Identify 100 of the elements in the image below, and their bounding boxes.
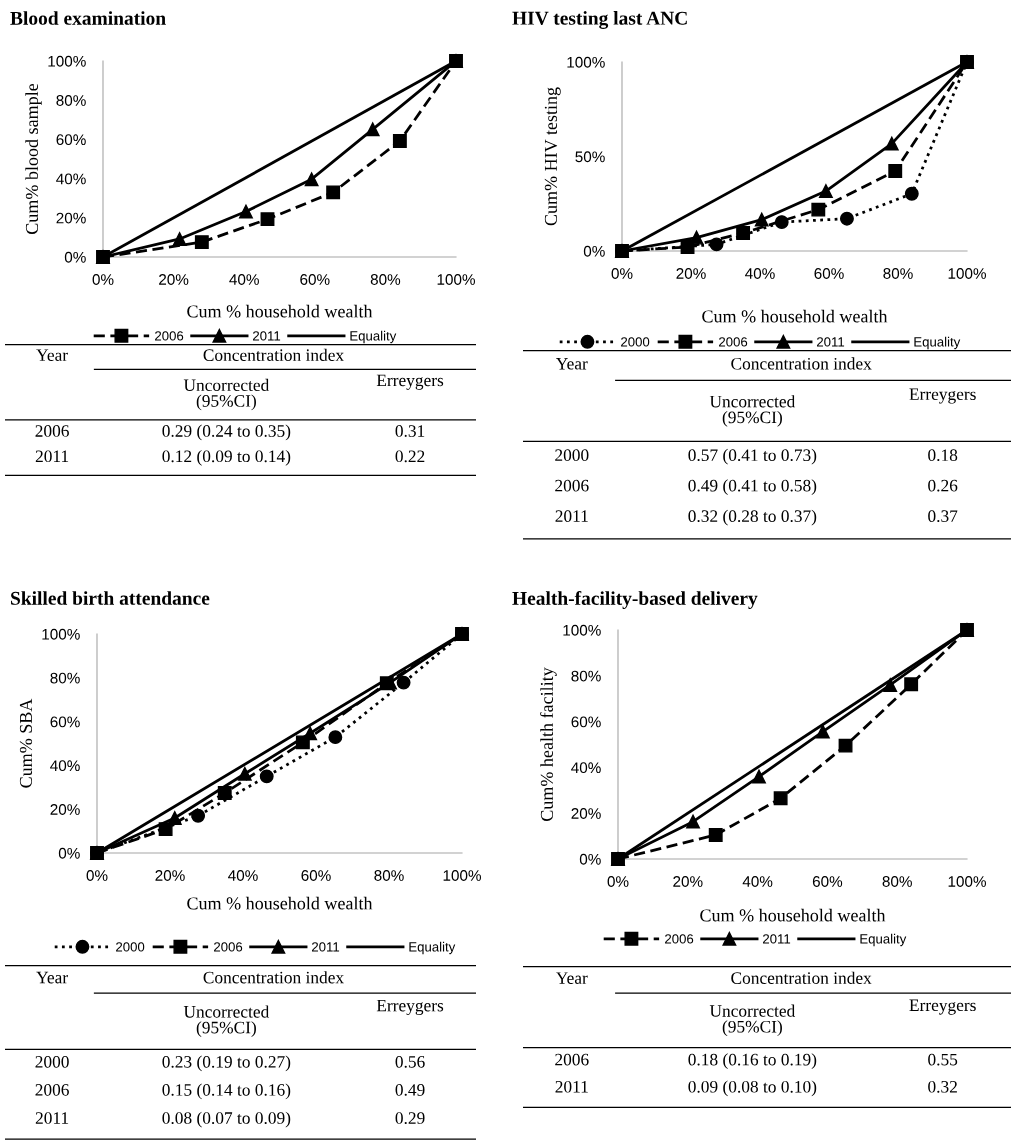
text: 0.55 — [928, 1053, 958, 1066]
x-tick-label: 40% — [745, 268, 775, 279]
text: 0.37 — [928, 510, 958, 523]
y-axis-title: Cum% HIV testing — [544, 87, 561, 226]
legend-label: 2006 — [214, 942, 243, 952]
y-tick-label: 40% — [571, 762, 601, 774]
y-tick-label: 100% — [42, 628, 80, 640]
text: 0.08 (0.07 to 0.09) — [162, 1111, 291, 1128]
category-label: Concentration index — [731, 357, 872, 370]
legend-label: 2011 — [763, 934, 791, 944]
x-tick-label: 100% — [443, 870, 481, 881]
text: 0.56 — [395, 1055, 425, 1068]
category-label: 2006 — [555, 1053, 589, 1066]
category-label: Erreygers — [376, 999, 444, 1016]
x-axis-title: Cum % household wealth — [702, 309, 888, 323]
text: 0.23 (0.19 to 0.27) — [162, 1055, 291, 1072]
legend-label: 2006 — [665, 934, 694, 944]
chart-title: Skilled birth attendance — [11, 591, 210, 605]
x-axis-title: Cum % household wealth — [187, 304, 373, 318]
category-label: Year — [556, 972, 588, 984]
y-tick-label: 80% — [50, 672, 80, 684]
y-tick-label: 50% — [575, 151, 605, 163]
y-tick-label: 40% — [50, 760, 80, 772]
y-axis-title: Cum% blood sample — [25, 83, 42, 234]
y-tick-label: 80% — [571, 670, 601, 682]
category-label: 2011 — [35, 1112, 69, 1124]
legend-label: 2011 — [817, 337, 845, 347]
category-label: Year — [36, 349, 68, 361]
text: 0.15 (0.14 to 0.16) — [162, 1083, 291, 1100]
category-label: Erreygers — [909, 388, 976, 404]
x-tick-label: 60% — [300, 274, 330, 285]
legend-label: 2006 — [155, 331, 184, 341]
x-tick-label: 0% — [611, 268, 633, 279]
x-tick-label: 0% — [92, 274, 114, 285]
y-tick-label: 20% — [56, 212, 86, 224]
category-label: Uncorrected (95%CI) — [183, 1005, 270, 1037]
category-label: 2011 — [555, 510, 588, 522]
legend-label: 2000 — [116, 942, 145, 952]
x-axis-title: Cum % household wealth — [700, 908, 886, 922]
chart-title: Blood examination — [10, 11, 166, 25]
category-label: Concentration index — [203, 348, 344, 361]
y-tick-label: 20% — [50, 804, 80, 815]
legend-label: Equality — [860, 933, 907, 947]
text: 0.32 — [928, 1080, 957, 1093]
text: 0.49 (0.41 to 0.58) — [688, 479, 817, 496]
category-label: Year — [36, 971, 68, 984]
x-tick-label: 0% — [86, 870, 108, 881]
text: 0.29 (0.24 to 0.35) — [162, 424, 291, 441]
legend-label: Equality — [409, 941, 456, 955]
y-tick-label: 100% — [48, 55, 86, 67]
x-tick-label: 80% — [370, 274, 401, 285]
x-tick-label: 40% — [742, 876, 773, 887]
x-tick-label: 20% — [155, 870, 185, 881]
category-label: 2006 — [35, 425, 69, 437]
category-label: 2011 — [35, 450, 69, 463]
y-tick-label: 40% — [56, 173, 86, 185]
legend-label: 2011 — [312, 942, 340, 952]
x-tick-label: 60% — [812, 876, 843, 887]
y-tick-label: 0% — [58, 847, 80, 859]
category-label: 2006 — [555, 479, 589, 492]
category-label: Uncorrected (95%CI) — [709, 1004, 796, 1037]
text: 0.18 (0.16 to 0.19) — [688, 1053, 817, 1069]
y-tick-label: 0% — [579, 853, 601, 865]
x-tick-label: 20% — [673, 876, 703, 887]
category-label: 2006 — [35, 1084, 69, 1096]
legend-label: Equality — [350, 330, 397, 344]
x-tick-label: 100% — [948, 876, 986, 887]
chart-title: Health-facility-based delivery — [512, 591, 758, 609]
y-tick-label: 100% — [567, 56, 605, 68]
category-label: 2000 — [555, 449, 589, 462]
legend-label: Equality — [914, 336, 961, 350]
text: 0.09 (0.08 to 0.10) — [688, 1080, 817, 1097]
y-tick-label: 0% — [583, 245, 605, 257]
text: 0.29 — [395, 1112, 425, 1124]
x-tick-label: 100% — [948, 268, 986, 279]
y-tick-label: 100% — [563, 624, 601, 636]
x-tick-label: 80% — [883, 268, 913, 279]
y-tick-label: 60% — [56, 134, 86, 146]
x-tick-label: 20% — [676, 268, 706, 279]
text: 0.32 (0.28 to 0.37) — [688, 509, 817, 526]
x-tick-label: 0% — [607, 876, 629, 887]
text: 0.57 (0.41 to 0.73) — [688, 448, 817, 465]
text: 0.22 — [395, 450, 425, 463]
chart-title: HIV testing last ANC — [512, 11, 687, 29]
x-tick-label: 80% — [882, 876, 912, 887]
legend-label: 2011 — [253, 331, 281, 341]
text: 0.18 — [928, 449, 958, 462]
x-tick-label: 80% — [374, 870, 404, 881]
legend-label: 2000 — [621, 337, 650, 347]
category-label: Year — [556, 358, 588, 370]
category-label: Uncorrected (95%CI) — [709, 395, 796, 427]
x-tick-label: 20% — [159, 274, 189, 285]
y-tick-label: 80% — [56, 95, 86, 106]
category-label: Concentration index — [203, 971, 344, 984]
x-tick-label: 100% — [437, 274, 475, 285]
y-tick-label: 20% — [571, 808, 601, 819]
x-tick-label: 60% — [814, 268, 844, 279]
x-tick-label: 40% — [228, 870, 258, 881]
category-label: Erreygers — [376, 374, 444, 390]
text: 0.49 — [395, 1084, 425, 1096]
